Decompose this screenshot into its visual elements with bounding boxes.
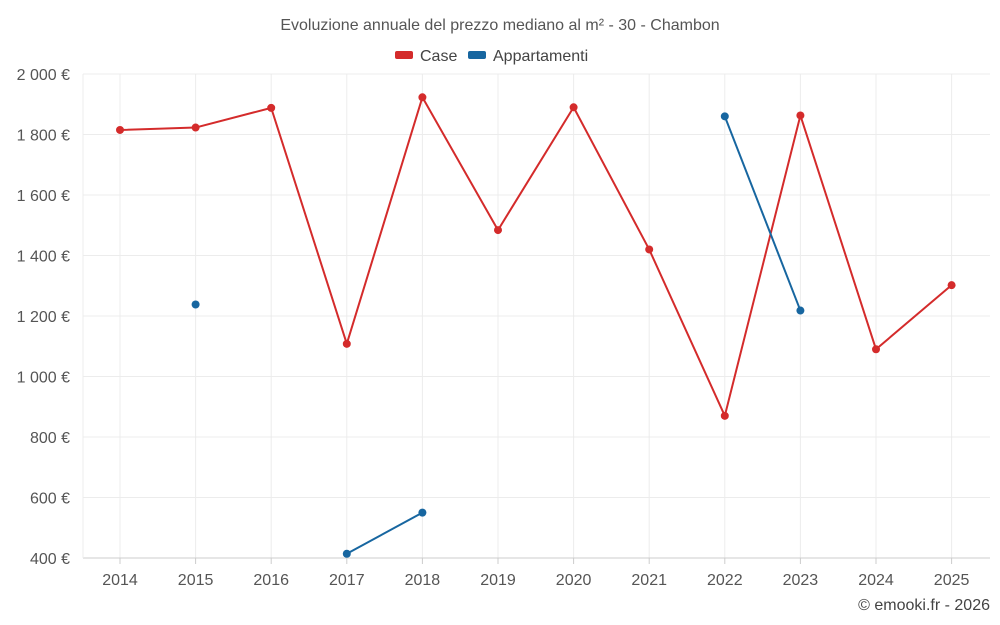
y-tick-label: 600 € <box>30 491 70 508</box>
data-point[interactable] <box>645 245 654 254</box>
chart-title: Evoluzione annuale del prezzo mediano al… <box>280 17 719 34</box>
data-point[interactable] <box>720 112 729 121</box>
x-tick-label: 2024 <box>858 572 894 589</box>
data-point[interactable] <box>569 103 578 112</box>
legend: Case Appartamenti <box>395 48 588 65</box>
data-point[interactable] <box>720 411 729 420</box>
x-tick-label: 2016 <box>253 572 289 589</box>
y-tick-label: 1 800 € <box>17 128 70 145</box>
data-point[interactable] <box>116 125 124 134</box>
series-case <box>116 93 956 420</box>
grid <box>83 73 990 558</box>
y-tick-label: 1 400 € <box>17 249 70 266</box>
data-point[interactable] <box>418 508 427 517</box>
x-tick-label: 2019 <box>480 572 516 589</box>
data-point[interactable] <box>872 345 880 354</box>
x-tick-label: 2020 <box>556 572 592 589</box>
series-appartamenti <box>191 112 805 558</box>
y-tick-label: 1 000 € <box>17 370 70 387</box>
data-point[interactable] <box>267 103 276 112</box>
data-point[interactable] <box>418 93 427 102</box>
data-point[interactable] <box>342 549 351 558</box>
x-axis-ticks: 2014 2015 2016 2017 2018 2019 2020 2021 2022 2023… <box>102 572 969 589</box>
x-tick-label: 2021 <box>631 572 667 589</box>
x-tick-label: 2014 <box>102 572 138 589</box>
data-point[interactable] <box>191 300 200 309</box>
x-tick-label: 2022 <box>707 572 743 589</box>
x-tick-label: 2017 <box>329 572 365 589</box>
x-tick-label: 2018 <box>405 572 441 589</box>
x-tick-label: 2015 <box>178 572 214 589</box>
data-point[interactable] <box>342 339 351 348</box>
y-axis-ticks: 400 € 600 € 800 € 1 000 € 1 200 € 1 400 € 1 60… <box>17 67 70 568</box>
x-tick-label: 2025 <box>934 572 970 589</box>
legend-swatch-case <box>395 51 413 59</box>
data-point[interactable] <box>947 281 956 290</box>
y-tick-label: 400 € <box>30 551 70 568</box>
y-tick-label: 1 200 € <box>17 309 70 326</box>
data-point[interactable] <box>796 111 805 120</box>
data-point[interactable] <box>796 306 805 315</box>
axes <box>82 74 990 564</box>
y-tick-label: 2 000 € <box>17 67 70 84</box>
legend-swatch-appartamenti <box>468 51 486 59</box>
x-tick-label: 2023 <box>783 572 819 589</box>
credit-text: © emooki.fr - 2026 <box>858 597 990 614</box>
series-line-segment <box>723 115 802 311</box>
y-tick-label: 1 600 € <box>17 188 70 205</box>
legend-item-case[interactable]: Case <box>395 48 457 65</box>
legend-label-appartamenti: Appartamenti <box>493 48 588 65</box>
data-point[interactable] <box>494 226 502 235</box>
series <box>116 93 956 558</box>
series-line-segment <box>119 96 953 417</box>
legend-label-case: Case <box>420 48 457 65</box>
series-line-segment <box>346 511 423 555</box>
data-point[interactable] <box>191 123 200 132</box>
legend-item-appartamenti[interactable]: Appartamenti <box>468 48 588 65</box>
y-tick-label: 800 € <box>30 430 70 447</box>
